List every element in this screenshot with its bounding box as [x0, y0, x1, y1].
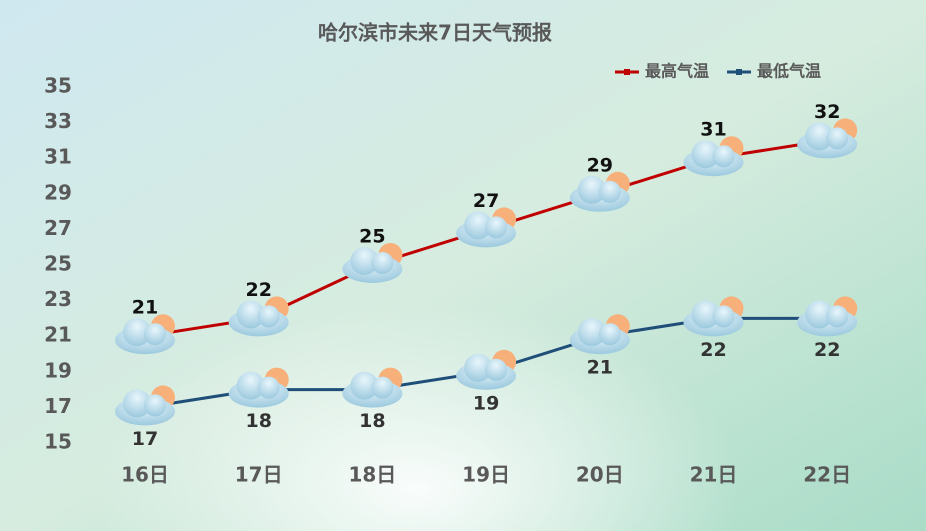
x-tick-label: 18日: [348, 463, 396, 487]
cloud: [805, 300, 834, 329]
cloud: [691, 140, 720, 169]
cloud: [257, 305, 280, 328]
data-label: 18: [245, 410, 271, 432]
cloud: [371, 376, 394, 399]
weather-icon: [115, 314, 175, 355]
cloud: [350, 371, 379, 400]
x-tick-label: 20日: [576, 463, 624, 487]
cloud: [257, 376, 280, 399]
cloud: [712, 145, 735, 168]
data-label: 29: [587, 154, 613, 176]
cloud: [144, 323, 166, 346]
y-tick-label: 29: [44, 180, 72, 204]
y-tick-label: 15: [44, 430, 72, 454]
cloud: [826, 127, 849, 150]
data-label: 22: [700, 339, 726, 361]
data-label: 27: [473, 190, 499, 212]
data-label: 25: [359, 226, 385, 248]
x-tick-label: 17日: [235, 463, 283, 487]
data-label: 22: [814, 339, 840, 361]
weather-icon: [456, 349, 517, 390]
data-label: 19: [473, 392, 499, 414]
legend: 最高气温 最低气温: [615, 62, 821, 81]
weather-icon: [115, 385, 175, 426]
cloud: [712, 305, 735, 328]
data-label: 32: [814, 101, 840, 123]
data-label: 21: [132, 297, 158, 319]
x-tick-label: 22日: [803, 463, 851, 487]
weather-icon: [797, 118, 858, 159]
cloud: [577, 175, 606, 204]
y-tick-label: 25: [44, 252, 72, 276]
y-tick-label: 21: [44, 323, 72, 347]
weather-icon: [683, 136, 744, 177]
cloud: [805, 122, 834, 151]
cloud: [464, 211, 493, 240]
y-tick-label: 27: [44, 216, 72, 240]
legend-marker: [736, 69, 743, 75]
y-tick-label: 19: [44, 358, 72, 382]
cloud: [577, 318, 606, 347]
weather-icon: [342, 243, 403, 283]
data-label: 21: [587, 357, 613, 379]
legend-label: 最高气温: [645, 62, 709, 81]
cloud: [598, 180, 621, 203]
y-tick-label: 35: [44, 74, 72, 98]
x-tick-label: 19日: [462, 463, 510, 487]
weather-icon: [228, 367, 289, 408]
cloud: [691, 300, 720, 329]
cloud: [144, 394, 166, 417]
y-tick-label: 23: [44, 287, 72, 311]
data-label: 18: [359, 410, 385, 432]
cloud: [123, 389, 151, 418]
cloud: [236, 371, 265, 400]
cloud: [826, 305, 849, 328]
x-tick-label: 16日: [121, 463, 169, 487]
cloud: [485, 358, 508, 381]
cloud: [123, 318, 151, 347]
cloud: [371, 252, 394, 274]
weather-icon: [569, 171, 630, 212]
y-tick-label: 33: [44, 109, 72, 133]
legend-label: 最低气温: [757, 62, 821, 81]
x-tick-label: 21日: [690, 463, 738, 487]
y-tick-label: 31: [44, 145, 72, 169]
y-tick-label: 17: [44, 394, 72, 418]
weather-icon: [797, 296, 858, 337]
data-label: 31: [700, 119, 726, 141]
cloud: [464, 353, 493, 382]
chart-title: 哈尔滨市未来7日天气预报: [318, 21, 552, 45]
legend-marker: [624, 69, 630, 75]
weather-icon: [569, 314, 630, 355]
cloud: [598, 323, 621, 346]
weather-icon: [683, 296, 744, 337]
cloud: [485, 216, 508, 239]
weather-icon: [228, 296, 289, 337]
cloud: [350, 247, 379, 275]
data-label: 17: [132, 428, 158, 450]
data-label: 22: [245, 279, 271, 301]
weather-icon: [456, 207, 517, 248]
cloud: [236, 300, 265, 329]
weather-icon: [342, 367, 403, 408]
